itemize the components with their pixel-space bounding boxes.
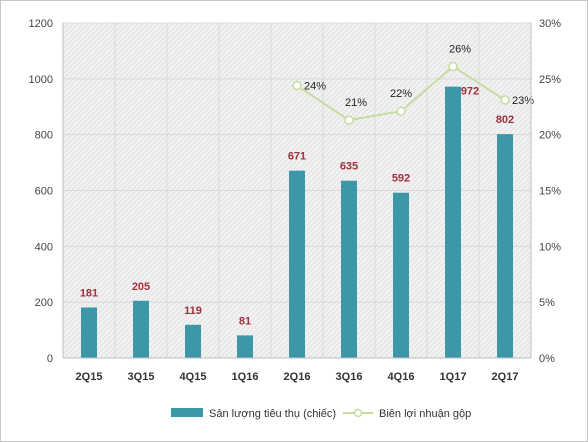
line-point bbox=[396, 106, 406, 116]
x-tick-label: 1Q17 bbox=[440, 371, 467, 383]
bar-data-label: 205 bbox=[132, 281, 150, 293]
y-right-tick-label: 15% bbox=[539, 186, 561, 198]
y-right-tick-label: 5% bbox=[539, 297, 555, 309]
line-point bbox=[292, 80, 302, 91]
y-left-tick-label: 200 bbox=[35, 297, 53, 309]
bar bbox=[341, 180, 357, 358]
bar bbox=[289, 170, 305, 358]
bar bbox=[393, 192, 409, 358]
bar-data-label: 81 bbox=[239, 315, 251, 327]
y-right-tick-label: 30% bbox=[539, 18, 561, 30]
bar bbox=[237, 335, 253, 358]
bar-data-label: 119 bbox=[184, 305, 202, 317]
x-tick-label: 2Q17 bbox=[492, 371, 519, 383]
legend: Sản lượng tiêu thụ (chiếc) Biên lợi nhuận… bbox=[171, 408, 471, 420]
bar-data-label: 635 bbox=[340, 161, 358, 173]
line-data-label: 21% bbox=[345, 97, 367, 109]
y-left-tick-label: 0 bbox=[47, 353, 53, 365]
line-point bbox=[500, 95, 510, 105]
x-tick-label: 4Q16 bbox=[388, 371, 415, 383]
x-tick-label: 2Q16 bbox=[284, 371, 311, 383]
y-right-tick-label: 25% bbox=[539, 74, 561, 86]
line-data-label: 24% bbox=[304, 81, 326, 93]
bar-data-label: 181 bbox=[80, 287, 98, 299]
legend-bar-label: Sản lượng tiêu thụ (chiếc) bbox=[209, 408, 336, 420]
line-data-label: 23% bbox=[512, 95, 534, 107]
bar-data-label: 802 bbox=[496, 114, 514, 126]
bar bbox=[133, 300, 149, 358]
line-point bbox=[344, 115, 354, 125]
y-right-tick-label: 0% bbox=[539, 353, 555, 365]
y-left-tick-label: 800 bbox=[35, 130, 53, 142]
y-right-tick-label: 10% bbox=[539, 241, 561, 253]
legend-line-label: Biên lợi nhuận gộp bbox=[379, 408, 471, 420]
bar bbox=[81, 307, 97, 358]
bar bbox=[497, 134, 513, 358]
bar-data-label: 972 bbox=[461, 86, 479, 98]
line-data-label: 22% bbox=[390, 88, 412, 100]
line-point bbox=[448, 61, 458, 72]
y-left-tick-label: 1200 bbox=[29, 18, 53, 30]
line-series: 24% 21% 22% 26% 23% bbox=[292, 44, 534, 125]
bar-series: 181 205 119 81 671 635 592 972 802 bbox=[80, 86, 514, 359]
x-tick-label: 3Q15 bbox=[128, 371, 155, 383]
y-left-tick-label: 600 bbox=[35, 186, 53, 198]
axes: 0 200 400 600 800 1000 1200 0% 5% 10% 15% 20% 25% 30%… bbox=[29, 18, 562, 383]
line-data-label: 26% bbox=[449, 44, 471, 56]
x-tick-label: 3Q16 bbox=[336, 371, 363, 383]
x-tick-label: 4Q15 bbox=[180, 371, 207, 383]
legend-bar-swatch bbox=[171, 408, 203, 417]
y-right-tick-label: 20% bbox=[539, 130, 561, 142]
y-left-tick-label: 400 bbox=[35, 241, 53, 253]
x-tick-label: 2Q15 bbox=[76, 371, 103, 383]
y-left-tick-label: 1000 bbox=[29, 74, 53, 86]
x-tick-label: 1Q16 bbox=[232, 371, 259, 383]
bar-data-label: 592 bbox=[392, 173, 410, 185]
legend-line-marker bbox=[353, 408, 363, 418]
bar bbox=[445, 86, 461, 359]
bar-data-label: 671 bbox=[288, 151, 306, 163]
bar bbox=[185, 324, 201, 358]
